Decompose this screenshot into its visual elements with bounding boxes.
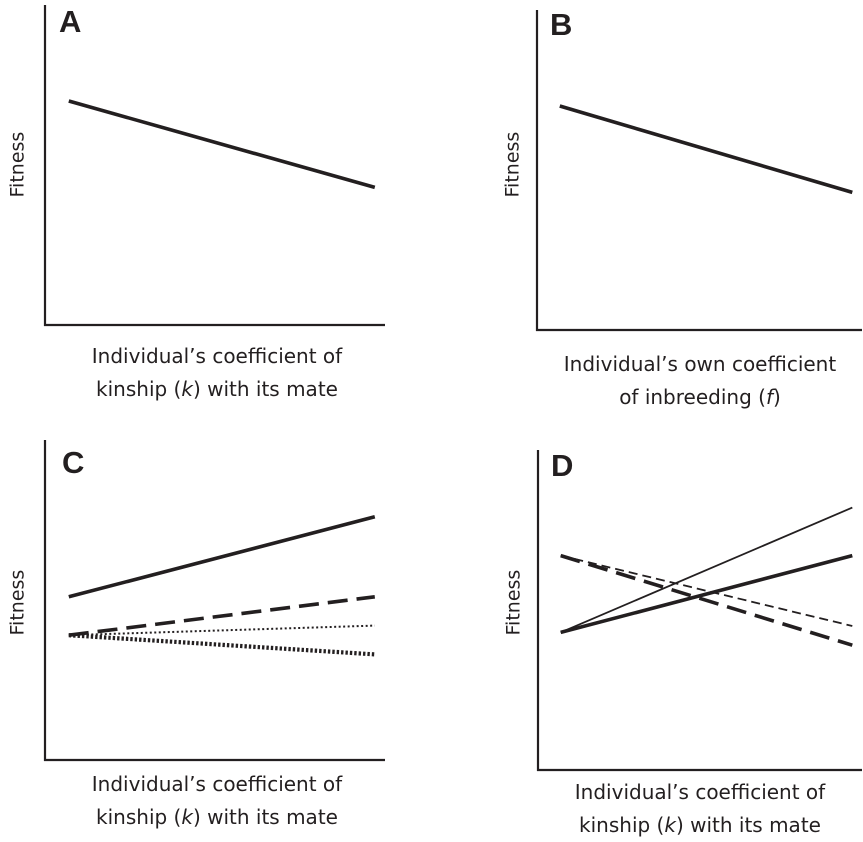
panel-d: D Fitness Individual’s coefficient of ki… [432,418,863,837]
series-line-c-2 [68,595,376,637]
series-line-d-1 [560,506,853,634]
y-axis-label-b: Fitness [501,131,524,198]
x-axis-label-a: Individual’s coefficient of kinship (k) … [57,340,377,406]
x-axis-label-b: Individual’s own coefficient of inbreedi… [544,348,856,414]
axes-b [535,10,862,332]
x-axis-label-b-pre: of inbreeding ( [619,385,766,409]
axes-c [43,440,385,762]
x-axis-label-c-line2: kinship (k) with its mate [57,801,377,834]
series-line-c-1 [68,515,376,599]
panel-label-b: B [550,7,573,42]
x-axis-label-c: Individual’s coefficient of kinship (k) … [57,768,377,834]
series-line-b-1 [559,104,853,195]
plot-b [535,10,862,332]
plot-a [43,5,385,327]
y-axis-label-c: Fitness [6,569,29,636]
x-axis-label-b-post: ) [772,385,781,409]
x-axis-label-d-line2: kinship (k) with its mate [544,809,856,842]
x-axis-label-b-line1: Individual’s own coefficient [563,352,837,376]
x-axis-label-c-var: k [181,805,193,829]
x-axis-label-b-line2: of inbreeding (f) [544,381,856,414]
axes-d [536,450,862,772]
series-line-c-4 [68,633,375,657]
x-axis-label-d-post: ) with its mate [675,813,821,837]
x-axis-label-c-post: ) with its mate [192,805,338,829]
x-axis-label-a-line2: kinship (k) with its mate [57,373,377,406]
y-axis-label-a: Fitness [6,131,29,198]
x-axis-label-d: Individual’s coefficient of kinship (k) … [544,776,856,842]
x-axis-label-d-line1: Individual’s coefficient of [574,780,826,804]
series-group-b [559,104,853,195]
x-axis-label-a-pre: kinship ( [96,377,182,401]
series-line-a-1 [68,99,376,190]
x-axis-label-d-var: k [664,813,676,837]
series-line-d-3 [560,554,853,627]
series-group-a [68,99,376,190]
plot-c [43,440,385,762]
panel-c: C Fitness Individual’s coefficient of ki… [0,418,431,835]
panel-label-c: C [62,445,85,480]
panel-label-a: A [59,4,82,39]
series-line-d-2 [560,553,853,635]
panel-b: B Fitness Individual’s own coefficient o… [432,0,863,417]
series-line-d-4 [560,553,853,647]
series-group-c [68,515,376,657]
plot-d [536,450,862,772]
x-axis-label-c-line1: Individual’s coefficient of [91,772,343,796]
y-axis-label-d: Fitness [502,569,525,636]
axes-a [43,5,385,327]
x-axis-label-b-var: f [765,385,773,409]
x-axis-label-a-line1: Individual’s coefficient of [91,344,343,368]
panel-a: A Fitness Individual’s coefficient of ki… [0,0,431,417]
panel-label-d: D [551,448,574,483]
x-axis-label-d-pre: kinship ( [579,813,665,837]
x-axis-label-a-var: k [181,377,193,401]
series-line-c-3 [68,624,375,637]
series-group-d [560,506,853,647]
x-axis-label-c-pre: kinship ( [96,805,182,829]
x-axis-label-a-post: ) with its mate [192,377,338,401]
